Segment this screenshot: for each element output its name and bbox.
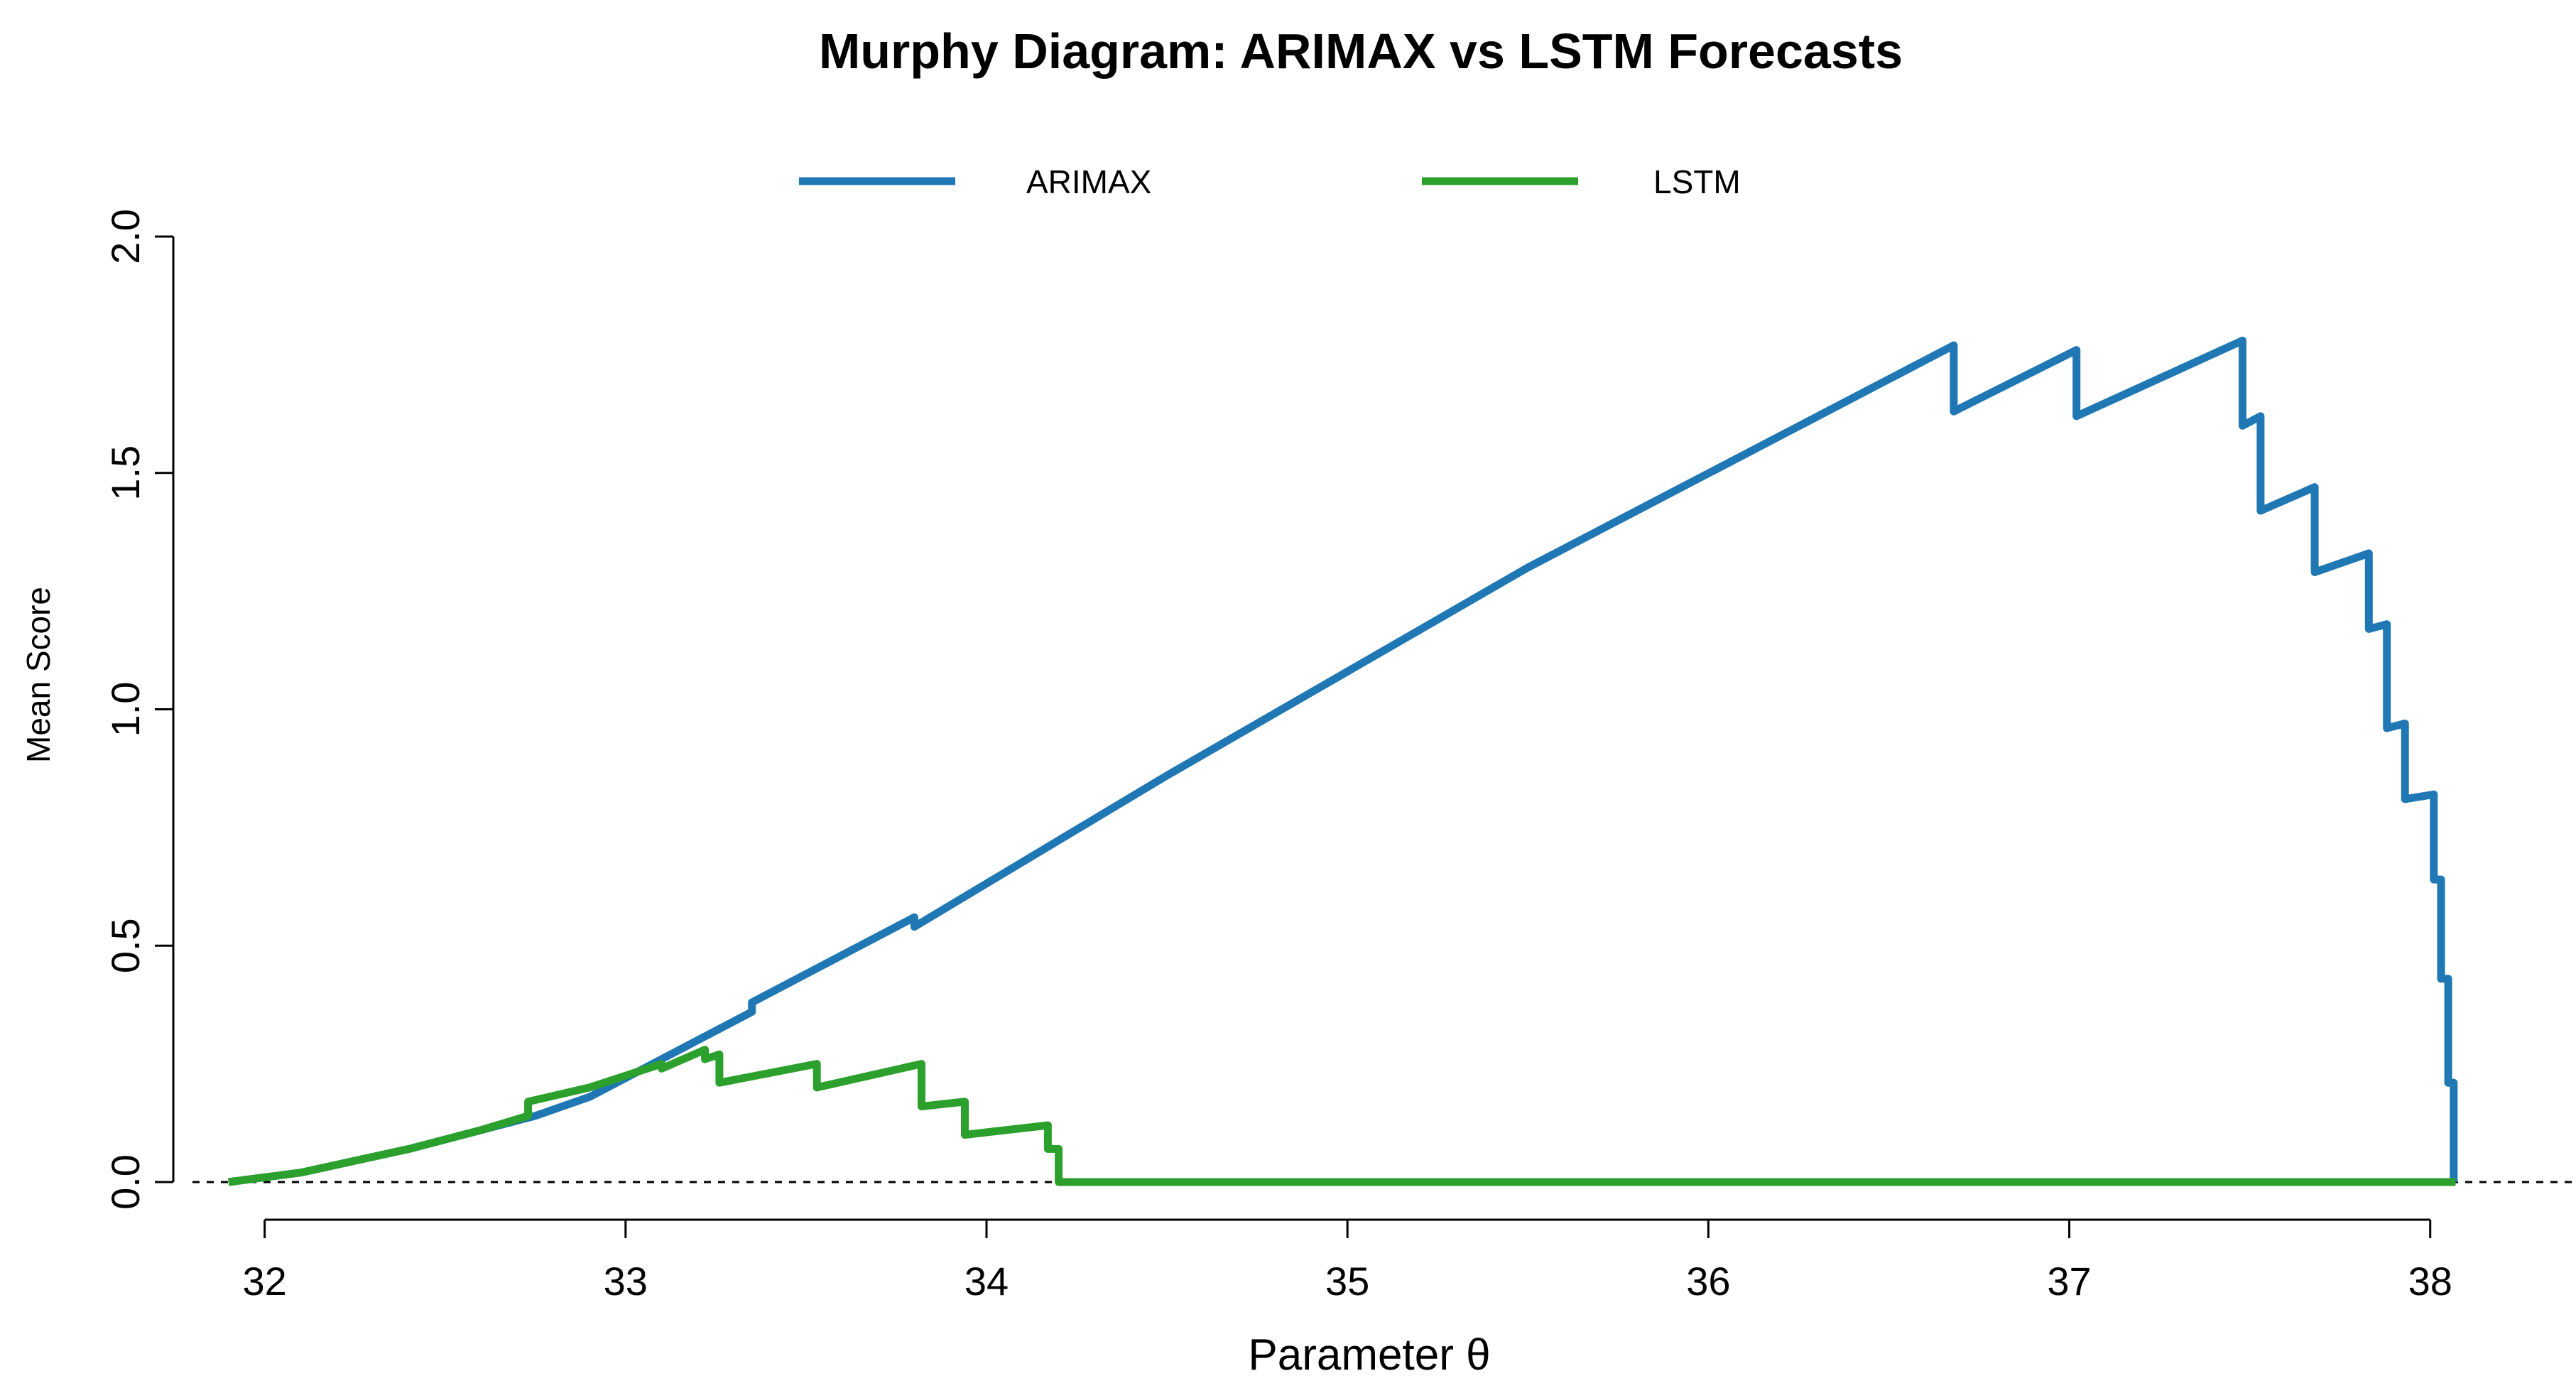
x-axis: 32 33 34 35 36 37 38 <box>242 1218 2452 1304</box>
x-tick-label: 32 <box>242 1259 286 1304</box>
y-axis-label: Mean Score <box>20 587 57 763</box>
series-line-lstm <box>228 1046 2456 1186</box>
x-tick-label: 34 <box>964 1259 1009 1304</box>
x-tick-label: 36 <box>1686 1259 1730 1304</box>
y-tick-label: 1.5 <box>103 445 148 501</box>
legend-label-lstm: LSTM <box>1653 163 1741 200</box>
x-tick-label: 35 <box>1325 1259 1369 1304</box>
x-tick-label: 38 <box>2408 1259 2452 1304</box>
x-tick-label: 33 <box>604 1259 648 1304</box>
series-line-arimax <box>228 336 2458 1186</box>
plot-series <box>228 336 2458 1186</box>
legend-label-arimax: ARIMAX <box>1026 163 1151 200</box>
legend: ARIMAX LSTM <box>799 163 1741 200</box>
y-tick-label: 0.0 <box>103 1154 148 1210</box>
x-tick-label: 37 <box>2047 1259 2091 1304</box>
y-axis: 0.0 0.5 1.0 1.5 2.0 <box>103 209 175 1210</box>
x-axis-label: Parameter θ <box>1248 1331 1490 1380</box>
y-tick-label: 2.0 <box>103 209 148 264</box>
y-tick-label: 0.5 <box>103 918 148 973</box>
y-tick-label: 1.0 <box>103 682 148 737</box>
chart-title: Murphy Diagram: ARIMAX vs LSTM Forecasts <box>819 23 1903 79</box>
